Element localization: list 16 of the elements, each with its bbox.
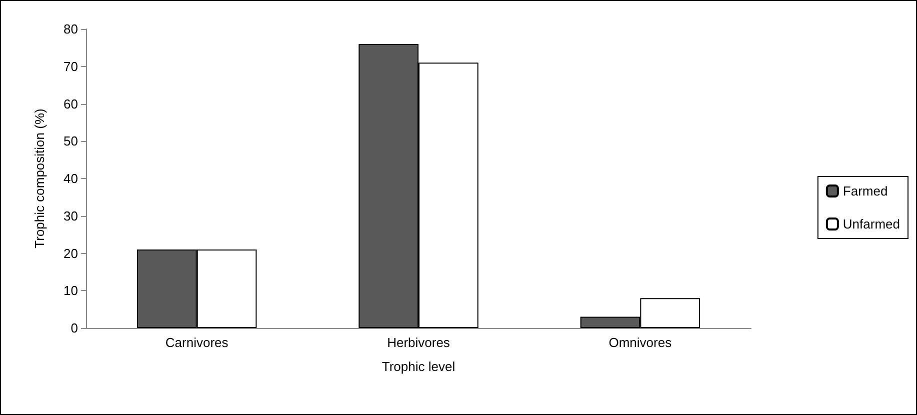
legend-label: Farmed (842, 184, 888, 198)
y-tick-label: 60 (64, 96, 78, 112)
legend-label: Unfarmed (842, 216, 900, 232)
y-tick-label: 30 (64, 208, 78, 224)
x-tick-label: Herbivores (387, 335, 450, 350)
y-tick-label: 0 (70, 320, 78, 336)
y-tick-label: 70 (64, 58, 78, 74)
y-tick-label: 40 (64, 171, 78, 186)
y-tick-label: 80 (64, 22, 78, 36)
x-tick-label: Carnivores (165, 335, 229, 350)
y-tick-label: 50 (64, 134, 78, 149)
y-axis-title: Trophic composition (%) (32, 108, 47, 248)
x-axis-title: Trophic level (382, 359, 456, 374)
x-tick-label: Omnivores (608, 335, 672, 350)
y-tick-label: 20 (64, 246, 78, 261)
y-tick-label: 10 (64, 283, 78, 298)
